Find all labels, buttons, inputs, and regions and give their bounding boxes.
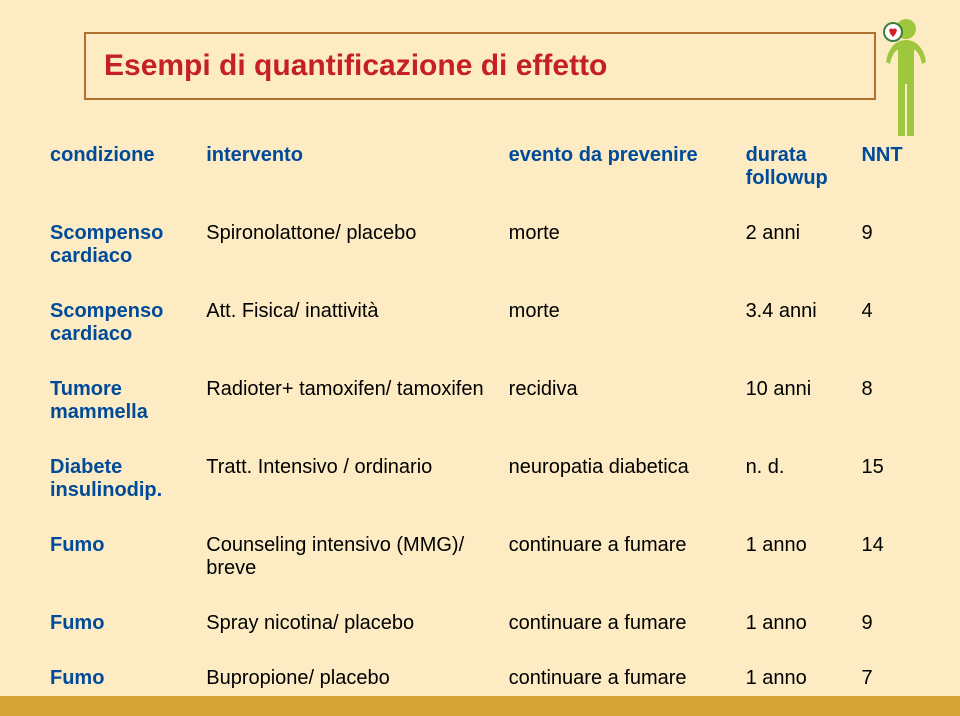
cell-int: Att. Fisica/ inattività bbox=[200, 290, 502, 368]
figure-body bbox=[886, 40, 926, 136]
cell-nnt: 4 bbox=[855, 290, 916, 368]
cell-cond: Tumore mammella bbox=[44, 368, 200, 446]
header-evento: evento da prevenire bbox=[503, 134, 740, 212]
cell-int: Spray nicotina/ placebo bbox=[200, 602, 502, 657]
cell-nnt: 9 bbox=[855, 212, 916, 290]
cell-cond: Fumo bbox=[44, 602, 200, 657]
cell-dur: 2 anni bbox=[740, 212, 856, 290]
cell-evt: morte bbox=[503, 290, 740, 368]
cell-cond: Diabete insulinodip. bbox=[44, 446, 200, 524]
cell-nnt: 9 bbox=[855, 602, 916, 657]
table-row: Tumore mammella Radioter+ tamoxifen/ tam… bbox=[44, 368, 916, 446]
cell-int: Tratt. Intensivo / ordinario bbox=[200, 446, 502, 524]
bottom-stripe bbox=[0, 696, 960, 716]
table-body: Scompenso cardiaco Spironolattone/ place… bbox=[44, 212, 916, 712]
cell-int: Counseling intensivo (MMG)/ breve bbox=[200, 524, 502, 602]
cell-evt: continuare a fumare bbox=[503, 602, 740, 657]
cell-dur: 1 anno bbox=[740, 524, 856, 602]
cell-dur: 3.4 anni bbox=[740, 290, 856, 368]
table-row: Fumo Counseling intensivo (MMG)/ breve c… bbox=[44, 524, 916, 602]
cell-dur: 1 anno bbox=[740, 602, 856, 657]
header-nnt: NNT bbox=[855, 134, 916, 212]
cell-nnt: 14 bbox=[855, 524, 916, 602]
figure-icon bbox=[878, 18, 934, 138]
cell-int: Radioter+ tamoxifen/ tamoxifen bbox=[200, 368, 502, 446]
cell-evt: continuare a fumare bbox=[503, 524, 740, 602]
table-row: Fumo Spray nicotina/ placebo continuare … bbox=[44, 602, 916, 657]
cell-evt: morte bbox=[503, 212, 740, 290]
header-durata: durata followup bbox=[740, 134, 856, 212]
header-intervento: intervento bbox=[200, 134, 502, 212]
cell-dur: n. d. bbox=[740, 446, 856, 524]
cell-cond: Fumo bbox=[44, 524, 200, 602]
cell-cond: Scompenso cardiaco bbox=[44, 290, 200, 368]
header-condizione: condizione bbox=[44, 134, 200, 212]
slide-title: Esempi di quantificazione di effetto bbox=[104, 49, 607, 83]
cell-evt: recidiva bbox=[503, 368, 740, 446]
title-bar: Esempi di quantificazione di effetto bbox=[84, 32, 876, 100]
table-row: Diabete insulinodip. Tratt. Intensivo / … bbox=[44, 446, 916, 524]
cell-cond: Scompenso cardiaco bbox=[44, 212, 200, 290]
slide: Esempi di quantificazione di effetto con… bbox=[0, 0, 960, 716]
data-table: condizione intervento evento da prevenir… bbox=[44, 134, 916, 712]
cell-dur: 10 anni bbox=[740, 368, 856, 446]
cell-evt: neuropatia diabetica bbox=[503, 446, 740, 524]
cell-nnt: 8 bbox=[855, 368, 916, 446]
table-row: Scompenso cardiaco Att. Fisica/ inattivi… bbox=[44, 290, 916, 368]
cell-int: Spironolattone/ placebo bbox=[200, 212, 502, 290]
cell-nnt: 15 bbox=[855, 446, 916, 524]
table-row: Scompenso cardiaco Spironolattone/ place… bbox=[44, 212, 916, 290]
table-header-row: condizione intervento evento da prevenir… bbox=[44, 134, 916, 212]
